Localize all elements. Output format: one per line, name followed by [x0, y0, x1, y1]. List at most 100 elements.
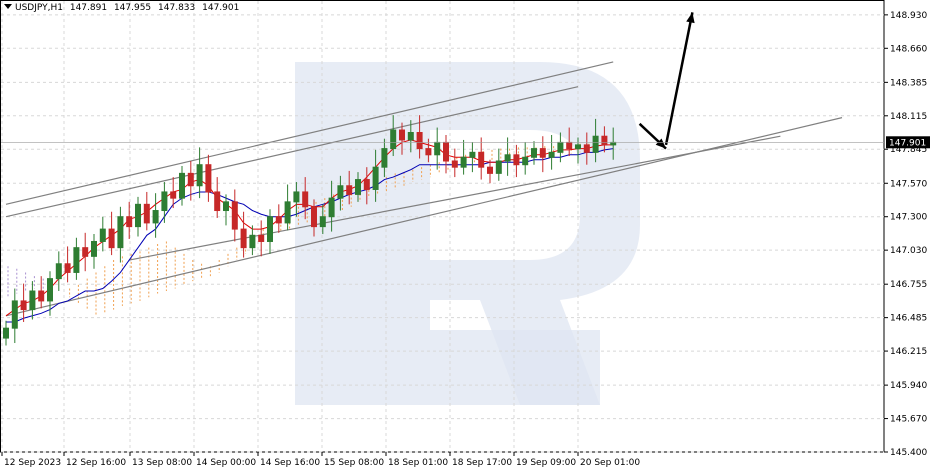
- forecast-arrow-up[interactable]: [664, 12, 694, 146]
- chart-header: USDJPY,H1 147.891 147.955 147.833 147.90…: [4, 3, 243, 13]
- candle-body: [179, 172, 185, 199]
- ohlc-low: 147.833: [158, 3, 196, 13]
- y-tick-label: 145.400: [890, 448, 927, 458]
- collapse-triangle-icon[interactable]: [4, 4, 12, 9]
- candle-body: [82, 247, 89, 257]
- candle-body: [73, 247, 80, 273]
- candle-body: [504, 154, 511, 162]
- y-tick-label: 146.755: [890, 280, 927, 290]
- candle-body: [240, 228, 247, 249]
- ohlc-open: 147.891: [69, 3, 108, 13]
- candle-body: [249, 234, 256, 249]
- x-tick-label: 14 Sep 00:00: [196, 458, 256, 468]
- candle-body: [126, 216, 133, 228]
- ohlc-close: 147.901: [202, 3, 240, 13]
- candle-body: [284, 201, 291, 224]
- candle-body: [29, 290, 36, 311]
- y-tick-label: 145.940: [890, 381, 927, 391]
- candle-body: [91, 240, 97, 257]
- candle-body: [143, 203, 150, 224]
- y-tick-label: 147.570: [890, 179, 927, 189]
- candle-body: [478, 151, 485, 168]
- candle-body: [548, 151, 555, 158]
- candle-body: [434, 141, 441, 156]
- candle-body: [451, 160, 458, 168]
- candle-body: [170, 191, 177, 199]
- candle-body: [20, 300, 27, 311]
- candle-body: [64, 263, 71, 273]
- ohlc-high: 147.955: [113, 3, 152, 13]
- candle-body: [108, 228, 115, 249]
- x-tick-label: 18 Sep 17:00: [452, 458, 512, 468]
- candle-body: [99, 228, 106, 242]
- candle-body: [196, 164, 203, 187]
- y-tick-label: 147.845: [890, 145, 927, 155]
- candle-body: [443, 141, 449, 162]
- candle-body: [592, 135, 599, 153]
- symbol-label: USDJPY,H1: [15, 3, 63, 13]
- candle-body: [531, 148, 537, 158]
- kijun-sen-line: [6, 148, 614, 323]
- y-tick-label: 145.670: [890, 415, 927, 425]
- y-tick-label: 147.030: [890, 246, 927, 256]
- candle-body: [152, 210, 159, 224]
- candle-body: [55, 263, 62, 280]
- candle-body: [293, 191, 300, 203]
- x-tick-label: 12 Sep 2023: [4, 458, 61, 468]
- candle-body: [11, 300, 18, 329]
- candle-body: [302, 191, 309, 208]
- candle-body: [487, 166, 493, 174]
- candle-body: [267, 216, 273, 242]
- x-tick-label: 12 Sep 16:00: [66, 458, 126, 468]
- candle-body: [328, 197, 335, 218]
- current-price-label: 147.901: [889, 138, 926, 148]
- candle-body: [399, 129, 405, 141]
- candle-body: [381, 148, 388, 168]
- candle-body: [38, 290, 45, 302]
- candle-body: [601, 135, 608, 146]
- y-tick-label: 147.300: [890, 213, 927, 223]
- candle-body: [214, 191, 221, 212]
- y-tick-label: 148.930: [890, 11, 927, 21]
- candle-body: [47, 278, 53, 302]
- forecast-arrow-down-head: [655, 138, 666, 149]
- candle-body: [275, 216, 282, 224]
- candle-body: [513, 154, 520, 166]
- candle-body: [460, 156, 467, 168]
- candle-body: [522, 156, 529, 166]
- candle-body: [311, 206, 317, 228]
- candle-body: [575, 144, 581, 150]
- tenkan-sen-line: [5, 139, 614, 317]
- candle-body: [223, 201, 229, 212]
- candle-body: [231, 201, 238, 230]
- candle-body: [355, 179, 361, 195]
- candle-body: [363, 179, 370, 190]
- candle-body: [390, 129, 397, 150]
- x-tick-label: 13 Sep 08:00: [132, 458, 192, 468]
- trend-line[interactable]: [5, 61, 614, 205]
- trend-line[interactable]: [5, 86, 579, 218]
- candle-body: [205, 164, 212, 193]
- forecast-arrow-up-head: [686, 12, 695, 24]
- y-tick-label: 148.115: [890, 112, 927, 122]
- candle-body: [258, 234, 265, 242]
- candle-body: [117, 216, 124, 249]
- candle-body: [469, 151, 476, 158]
- candle-body: [161, 191, 168, 212]
- y-tick-label: 148.660: [890, 44, 927, 54]
- candle-body: [319, 216, 326, 228]
- candle-body: [187, 172, 194, 187]
- candle-body: [135, 203, 141, 228]
- watermark-logo-bar: [430, 330, 600, 405]
- trend-line[interactable]: [129, 135, 781, 261]
- candle-body: [610, 141, 617, 146]
- candle-body: [557, 141, 564, 153]
- y-tick-label: 146.215: [890, 347, 927, 357]
- candle-body: [3, 327, 9, 339]
- candle-body: [539, 148, 546, 158]
- x-tick-label: 19 Sep 09:00: [516, 458, 576, 468]
- candle-body: [346, 185, 353, 195]
- candle-body: [407, 132, 414, 141]
